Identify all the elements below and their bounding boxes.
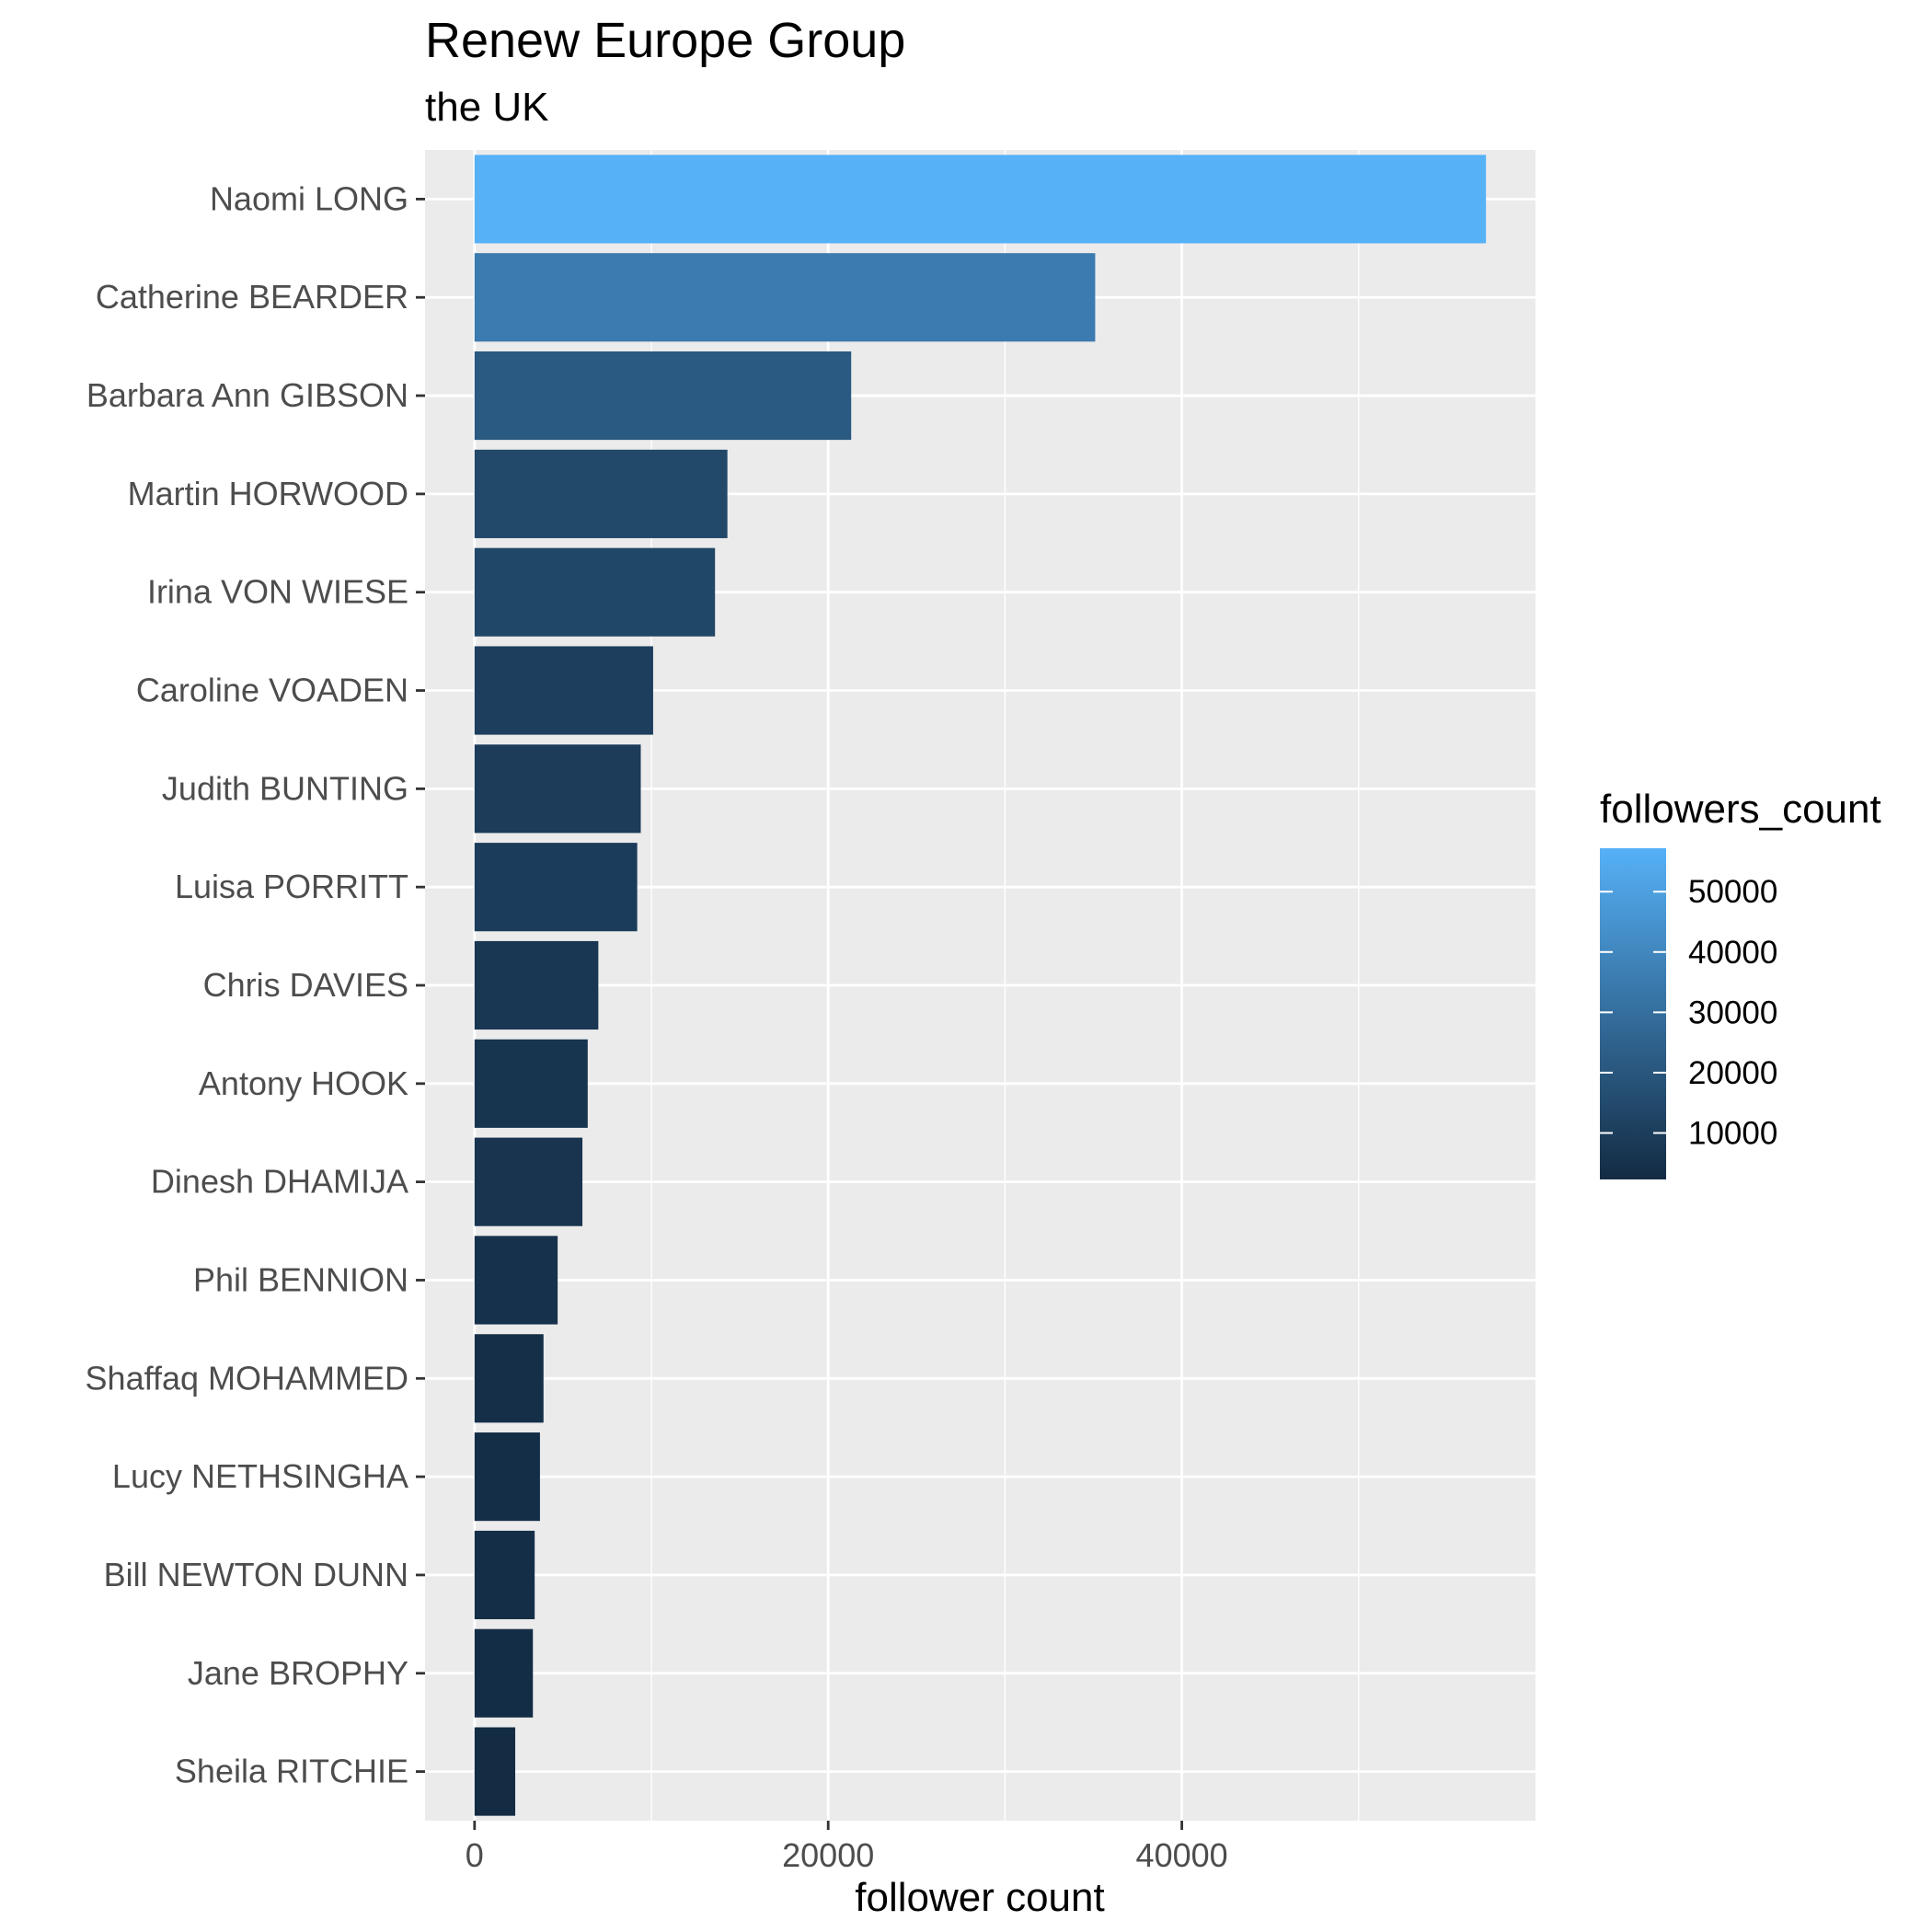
bar: [474, 1334, 544, 1423]
y-tick-label: Chris DAVIES: [203, 966, 408, 1004]
y-tick-label: Antony HOOK: [199, 1064, 408, 1102]
y-tick-label: Sheila RITCHIE: [175, 1753, 408, 1790]
y-tick-label: Irina VON WIESE: [147, 573, 408, 611]
x-tick-label: 20000: [782, 1836, 874, 1874]
y-tick-label: Jane BROPHY: [188, 1654, 408, 1692]
legend-tick-label: 40000: [1688, 935, 1777, 971]
y-tick-label: Lucy NETHSINGHA: [112, 1457, 408, 1495]
legend-title: followers_count: [1600, 787, 1881, 832]
bar: [474, 1432, 540, 1522]
bar: [474, 1628, 534, 1718]
x-axis: 0 20000 40000: [466, 1821, 1228, 1874]
bar: [474, 449, 728, 538]
bar: [474, 940, 599, 1030]
bar: [474, 1236, 558, 1325]
y-tick-label: Naomi LONG: [210, 179, 408, 217]
bar: [474, 547, 716, 637]
y-tick-label: Bill NEWTON DUNN: [104, 1556, 408, 1593]
legend: followers_count 10000 20000 30000 40000 5000…: [1600, 787, 1881, 1179]
y-tick-label: Dinesh DHAMIJA: [151, 1163, 408, 1201]
y-tick-label: Judith BUNTING: [162, 769, 408, 807]
bar: [474, 1039, 588, 1128]
y-tick-label: Shaffaq MOHAMMED: [86, 1359, 408, 1397]
legend-colorbar: [1600, 848, 1666, 1179]
x-axis-title: follower count: [855, 1875, 1104, 1920]
legend-tick-label: 30000: [1688, 995, 1777, 1030]
bar: [474, 646, 653, 735]
bar: [474, 253, 1096, 342]
bar: [474, 1137, 583, 1226]
bar: [474, 744, 641, 834]
bar: [474, 155, 1487, 244]
bar: [474, 351, 852, 441]
x-tick-label: 40000: [1136, 1836, 1228, 1874]
bars: [474, 155, 1487, 1816]
y-axis: Naomi LONG Catherine BEARDER Barbara Ann G…: [86, 179, 425, 1790]
chart-title: Renew Europe Group: [425, 13, 905, 68]
x-tick-label: 0: [466, 1836, 484, 1874]
y-tick-label: Barbara Ann GIBSON: [86, 376, 408, 414]
bar: [474, 843, 638, 932]
legend-tick-label: 50000: [1688, 874, 1777, 910]
y-tick-label: Martin HORWOOD: [128, 475, 408, 512]
bar: [474, 1530, 535, 1620]
y-tick-label: Catherine BEARDER: [96, 278, 408, 316]
y-tick-label: Phil BENNION: [193, 1260, 408, 1298]
legend-tick-label: 10000: [1688, 1116, 1777, 1152]
chart-subtitle: the UK: [425, 85, 549, 130]
bar: [474, 1727, 516, 1816]
y-tick-label: Caroline VOADEN: [136, 672, 408, 709]
y-tick-label: Luisa PORRITT: [175, 868, 408, 905]
legend-tick-label: 20000: [1688, 1055, 1777, 1091]
